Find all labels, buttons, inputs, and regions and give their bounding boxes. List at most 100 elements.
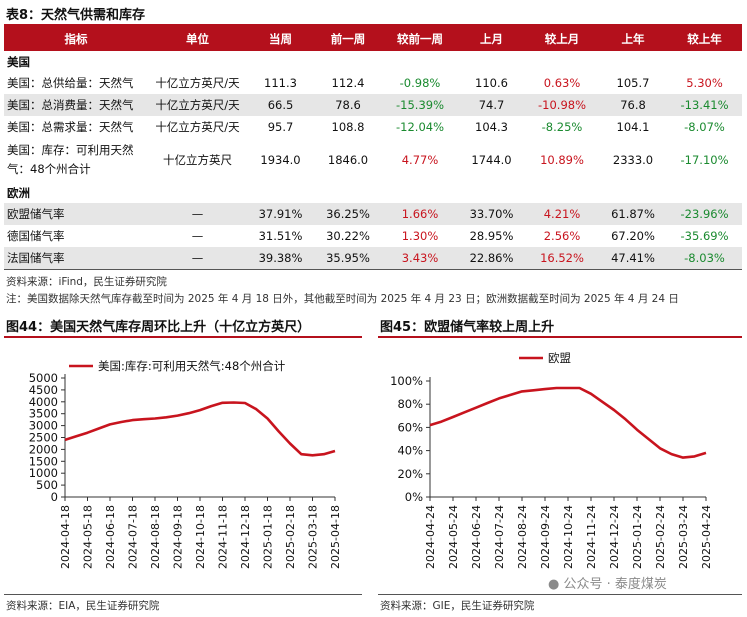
table-cell: -8.03% [667, 247, 742, 269]
x-tick-label: 2024-07-18 [127, 505, 140, 569]
table-cell: 36.25% [314, 203, 382, 225]
table-cell: 法国储气率 [4, 247, 148, 269]
chart44-plot: 0500100015002000250030003500400045005000… [29, 359, 342, 569]
table-cell: 28.95% [469, 229, 514, 243]
table-cell: 112.4 [331, 76, 365, 90]
table-cell: 1846.0 [327, 152, 369, 167]
chart44-title: 图44：美国天然气库存周环比上升（十亿立方英尺） [6, 320, 311, 335]
table-cell: 47.41% [599, 247, 667, 269]
table-cell: 33.70% [458, 203, 525, 225]
y-tick-label: 4500 [29, 383, 58, 397]
y-tick-label: 60% [397, 420, 423, 434]
x-tick-label: 2024-04-24 [424, 505, 437, 569]
table-cell: 1934.0 [260, 152, 301, 167]
x-tick-label: 2025-04-18 [329, 505, 342, 569]
table-note: 注：美国数据除天然气库存截至时间为 2025 年 4 月 18 日外，其他截至时… [6, 293, 679, 305]
table-cell: 2333.0 [612, 152, 654, 167]
chart45-source: 资料来源：GIE，民生证券研究院 [380, 600, 535, 612]
table-cell: -8.25% [541, 120, 583, 134]
y-tick-label: 0% [405, 490, 423, 504]
chart44-source: 资料来源：EIA，民生证券研究院 [6, 600, 160, 612]
table-cell: 0.63% [543, 76, 581, 90]
table-cell: 十亿立方英尺/天 [148, 94, 247, 116]
x-tick-label: 2024-04-18 [59, 505, 72, 569]
table-cell: 美国：总供给量：天然气 [7, 76, 134, 90]
table-row: 美国：总需求量：天然气 十亿立方英尺/天 95.7 108.8 -12.04% 104.3… [4, 116, 742, 138]
table-cell: 30.22% [326, 229, 370, 243]
table-cell: 1.30% [401, 229, 439, 243]
table-row: 法国储气率 —39.38% 35.95% 3.43% 22.86% 16.52% 47.41… [4, 247, 742, 269]
x-tick-label: 2024-09-18 [172, 505, 185, 569]
table-cell: 16.52% [525, 247, 599, 269]
table-cell: -15.39% [382, 94, 458, 116]
supply-demand-table: 指标 单位 当周 前一周 较前一周 上月 较上月 上年 较上年 美国美国：总供给量：天然气 十亿立… [4, 26, 742, 269]
x-tick-label: 2024-08-24 [516, 505, 529, 569]
y-tick-label: 5000 [29, 371, 58, 385]
y-tick-label: 1000 [29, 466, 58, 480]
y-tick-label: 80% [397, 397, 423, 411]
x-tick-label: 2025-04-24 [700, 505, 713, 569]
x-tick-label: 2024-12-18 [239, 505, 252, 569]
table-cell: -0.98% [399, 76, 441, 90]
table-cell: — [148, 247, 247, 269]
watermark: ● 公众号 · 泰度煤炭 [548, 573, 667, 592]
table-cell: 95.7 [267, 120, 294, 134]
section-row: 欧洲 [4, 182, 742, 203]
x-tick-label: 2024-07-24 [493, 505, 506, 569]
x-tick-label: 2024-05-24 [447, 505, 460, 569]
y-tick-label: 3500 [29, 407, 58, 421]
column-header: 单位 [148, 26, 247, 51]
table-cell: -13.41% [667, 94, 742, 116]
table-cell: 67.20% [611, 229, 655, 243]
table-cell: 31.51% [258, 229, 303, 243]
wechat-icon: ● [548, 577, 560, 592]
section-row: 美国 [4, 51, 742, 72]
section-label: 欧洲 [7, 185, 30, 200]
table-cell: 美国：总需求量：天然气 [7, 120, 134, 134]
y-tick-label: 100% [390, 374, 423, 388]
y-tick-label: 3000 [29, 419, 58, 433]
chart45-title-underline [378, 336, 742, 338]
table-cell: 78.6 [314, 94, 382, 116]
column-header: 上年 [599, 26, 667, 51]
x-tick-label: 2025-02-24 [654, 505, 667, 569]
x-tick-label: 2025-02-18 [284, 505, 297, 569]
table-cell: 5.30% [686, 76, 723, 90]
chart45-title: 图45：欧盟储气率较上周上升 [380, 320, 555, 335]
table-title-underline [4, 24, 742, 26]
table-row: 欧盟储气率 —37.91% 36.25% 1.66% 33.70% 4.21% 61.87%… [4, 203, 742, 225]
table-cell: 德国储气率 [7, 229, 65, 243]
legend-label: 美国:库存:可利用天然气:48个州合计 [98, 359, 286, 373]
x-tick-label: 2025-03-18 [307, 505, 320, 569]
table-cell: -8.07% [684, 120, 725, 134]
chart45-plot: 0% 20% 40% 60% 80% 100% 2024-04-24 2024-05-24 20… [390, 351, 713, 569]
y-tick-label: 40% [397, 444, 423, 458]
table-cell: 61.87% [599, 203, 667, 225]
x-tick-label: 2024-08-18 [149, 505, 162, 569]
x-tick-label: 2024-06-18 [104, 505, 117, 569]
chart45-source-divider [378, 594, 742, 595]
y-tick-label: 2500 [29, 431, 58, 445]
table-row: 美国：总消费量：天然气 十亿立方英尺/天 66.5 78.6 -15.39% 74.7 -1… [4, 94, 742, 116]
x-tick-label: 2024-11-18 [217, 505, 230, 569]
column-header: 较上年 [667, 26, 742, 51]
chart44-title-underline [4, 336, 362, 338]
table-cell: 39.38% [247, 247, 314, 269]
x-tick-label: 2024-10-18 [194, 505, 207, 569]
table-cell: -10.98% [525, 94, 599, 116]
table-cell: -35.69% [680, 229, 729, 243]
y-tick-label: 1500 [29, 454, 58, 468]
table-cell: 4.77% [401, 152, 439, 167]
table-cell: -12.04% [396, 120, 444, 134]
table-cell: 欧盟储气率 [4, 203, 148, 225]
table-cell: 美国：库存：可利用天然气：48个州合计 [7, 143, 134, 176]
table-cell: 3.43% [382, 247, 458, 269]
table-cell: 104.3 [475, 120, 508, 134]
x-tick-label: 2024-05-18 [82, 505, 95, 569]
x-tick-label: 2024-09-24 [539, 505, 552, 569]
y-tick-label: 0 [51, 490, 58, 504]
table-cell: — [191, 229, 204, 243]
table-row: 德国储气率 — 31.51% 30.22% 1.30% 28.95% 2.56% 67.20%… [4, 225, 742, 247]
table-header-row: 指标 单位 当周 前一周 较前一周 上月 较上月 上年 较上年 [4, 26, 742, 51]
chart44-source-divider [4, 594, 362, 595]
